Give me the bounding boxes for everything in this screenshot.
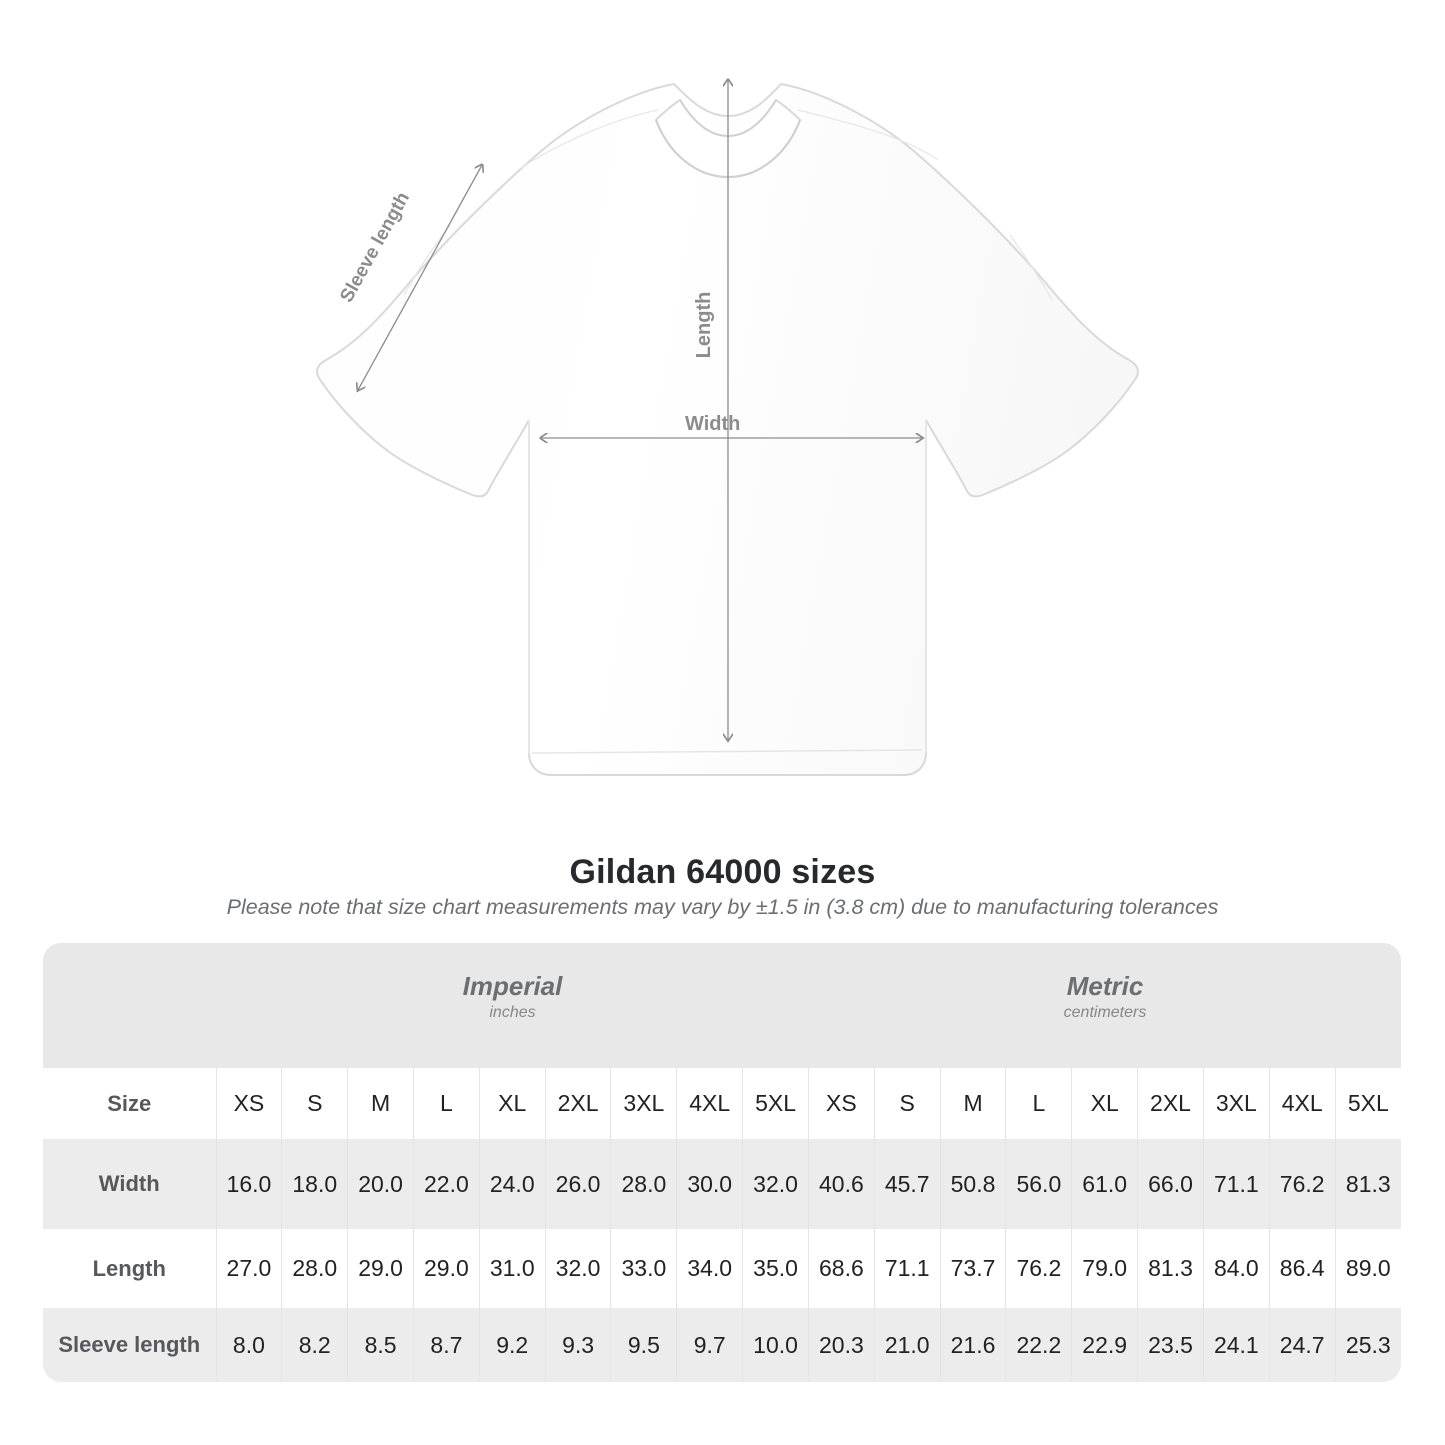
svg-text:Sleeve length: Sleeve length	[336, 189, 414, 306]
svg-text:Width: Width	[685, 413, 740, 435]
svg-text:Length: Length	[693, 292, 715, 359]
